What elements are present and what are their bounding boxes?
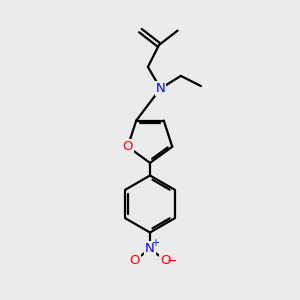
Text: N: N — [156, 82, 165, 95]
Text: −: − — [166, 255, 177, 268]
Text: +: + — [151, 238, 159, 248]
Text: O: O — [160, 254, 171, 267]
Text: N: N — [145, 242, 155, 256]
Text: O: O — [122, 140, 133, 153]
Text: O: O — [129, 254, 140, 267]
